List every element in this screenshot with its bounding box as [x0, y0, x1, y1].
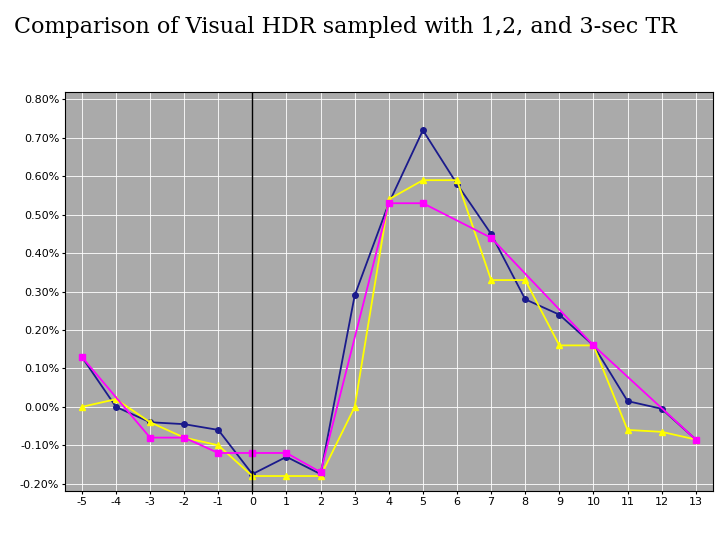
Text: Comparison of Visual HDR sampled with 1,2, and 3-sec TR: Comparison of Visual HDR sampled with 1,… — [14, 16, 678, 38]
